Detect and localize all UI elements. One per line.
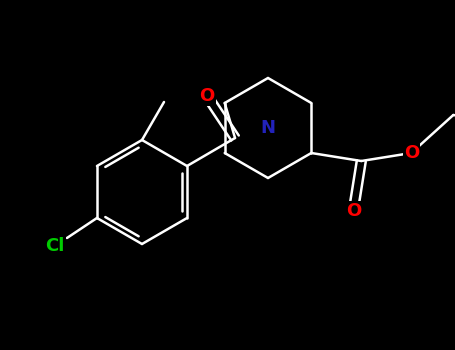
Text: O: O (199, 87, 215, 105)
Text: O: O (404, 144, 419, 162)
Text: N: N (261, 119, 275, 137)
Text: O: O (346, 202, 361, 220)
Text: Cl: Cl (46, 237, 65, 255)
